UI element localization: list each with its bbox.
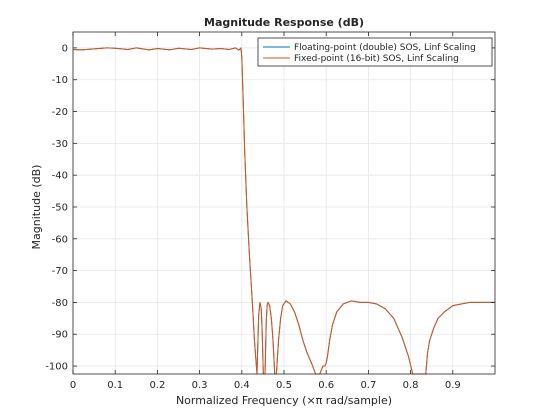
y-tick-label: -90: [52, 330, 68, 341]
grid-lines: [72, 32, 495, 374]
x-tick-label: 0.5: [276, 380, 292, 391]
chart-title: Magnitude Response (dB): [204, 16, 364, 29]
x-tick-label: 0.6: [318, 380, 334, 391]
x-tick-label: 0.9: [445, 380, 461, 391]
y-tick-label: -10: [52, 75, 68, 86]
x-tick-label: 0: [70, 380, 76, 391]
y-tick-label: -60: [52, 234, 68, 245]
axis-ticks: 0 0.1 0.2 0.3 0.4 0.5 0.6 0.7 0.8 0.9 0 -10 -20 -30 -4…: [45, 32, 495, 391]
y-tick-label: -70: [52, 266, 68, 277]
y-tick-label: -100: [45, 362, 68, 373]
y-tick-label: -20: [52, 107, 68, 118]
legend-box: [257, 37, 493, 67]
x-tick-label: 0.2: [149, 380, 165, 391]
y-tick-label: -50: [52, 202, 68, 213]
x-tick-label: 0.7: [360, 380, 376, 391]
x-tick-label: 0.3: [192, 380, 208, 391]
y-axis-label: Magnitude (dB): [30, 165, 43, 250]
x-tick-label: 0.8: [403, 380, 419, 391]
y-tick-label: 0: [62, 43, 68, 54]
y-tick-label: -80: [52, 298, 68, 309]
x-tick-label: 0.4: [234, 380, 250, 391]
legend-label: Fixed-point (16-bit) SOS, Linf Scaling: [294, 54, 459, 64]
x-tick-label: 0.1: [107, 380, 123, 391]
legend-label: Floating-point (double) SOS, Linf Scalin…: [294, 43, 476, 53]
y-tick-label: -40: [52, 171, 68, 182]
x-axis-label: Normalized Frequency (×π rad/sample): [176, 394, 392, 407]
legend: Floating-point (double) SOS, Linf Scalin…: [257, 37, 493, 67]
y-tick-label: -30: [52, 139, 68, 150]
